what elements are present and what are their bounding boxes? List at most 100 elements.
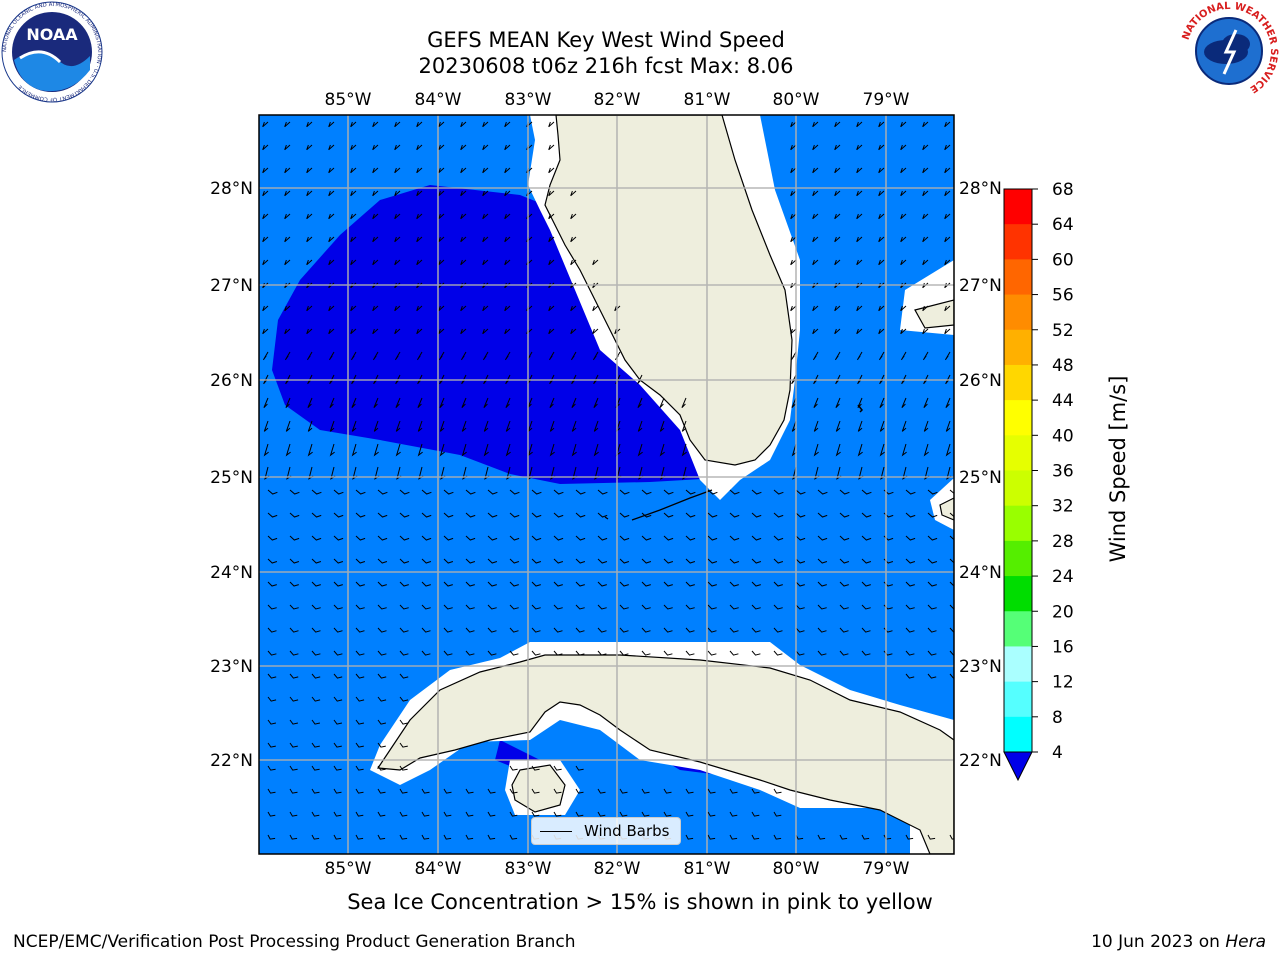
wind-barb bbox=[311, 696, 321, 702]
wind-barb bbox=[504, 144, 511, 151]
wind-barb bbox=[372, 144, 379, 151]
wind-barb bbox=[553, 765, 562, 771]
wind-barb bbox=[333, 742, 342, 748]
wind-barb bbox=[813, 443, 819, 457]
wind-barb bbox=[856, 190, 863, 197]
wind-barb bbox=[790, 121, 797, 128]
lat-label-right: 25°N bbox=[959, 468, 1002, 488]
wind-barb bbox=[923, 420, 929, 432]
map-frame bbox=[258, 114, 955, 855]
wind-barb bbox=[329, 374, 335, 385]
wind-barb bbox=[460, 236, 467, 243]
lon-label-top: 80°W bbox=[773, 90, 820, 110]
wind-barb bbox=[285, 374, 291, 385]
wind-barb bbox=[531, 581, 541, 587]
wind-barb bbox=[262, 167, 269, 174]
wind-barb bbox=[267, 627, 277, 633]
wind-barb bbox=[328, 236, 335, 243]
wind-barb bbox=[923, 374, 929, 385]
wind-barb bbox=[395, 397, 401, 409]
wind-barb bbox=[377, 834, 386, 840]
wind-barb bbox=[350, 190, 357, 197]
wind-barb bbox=[377, 788, 386, 794]
wind-barb bbox=[790, 213, 797, 220]
wind-barb bbox=[443, 535, 454, 541]
wind-barb bbox=[350, 328, 357, 335]
wind-barb bbox=[509, 765, 518, 771]
wind-barb bbox=[593, 443, 599, 457]
wind-barb bbox=[751, 834, 760, 840]
wind-barb bbox=[879, 420, 885, 432]
colorbar-tick-label: 60 bbox=[1052, 250, 1074, 270]
wind-barb bbox=[839, 604, 849, 610]
wind-barb bbox=[857, 420, 863, 432]
wind-barb bbox=[262, 121, 269, 128]
wind-barb bbox=[399, 627, 409, 633]
wind-barb bbox=[483, 374, 489, 385]
wind-barb bbox=[333, 489, 344, 495]
wind-barb bbox=[861, 535, 872, 541]
wind-barb bbox=[553, 627, 563, 633]
wind-barb bbox=[262, 190, 269, 197]
wind-barb bbox=[817, 627, 827, 633]
wind-barb bbox=[641, 788, 650, 794]
wind-barb bbox=[465, 650, 475, 656]
wind-barb bbox=[421, 489, 432, 495]
cuba-land bbox=[376, 654, 954, 854]
wind-barb bbox=[311, 834, 320, 840]
wind-barb bbox=[289, 765, 298, 771]
wind-barb bbox=[812, 167, 819, 174]
lon-label-top: 82°W bbox=[594, 90, 641, 110]
wind-barb bbox=[901, 443, 907, 457]
wind-barb bbox=[619, 535, 630, 541]
colorbar-extend-arrow bbox=[1003, 751, 1033, 782]
colorbar-segment bbox=[1004, 646, 1032, 683]
wind-barb bbox=[267, 673, 277, 679]
wind-barb bbox=[817, 834, 826, 840]
colorbar-segment bbox=[1004, 329, 1032, 366]
wind-barb bbox=[333, 673, 343, 679]
wind-barb bbox=[355, 512, 366, 518]
wind-barb bbox=[922, 259, 929, 266]
wind-barb bbox=[483, 420, 489, 432]
wind-barb bbox=[619, 558, 630, 564]
wind-barb bbox=[571, 374, 577, 385]
wind-barb bbox=[355, 627, 365, 633]
wind-barb bbox=[372, 305, 379, 312]
wind-barb bbox=[944, 328, 951, 335]
wind-barb bbox=[416, 121, 423, 128]
wind-barb bbox=[614, 328, 621, 335]
wind-barb bbox=[856, 167, 863, 174]
sea-ice-note: Sea Ice Concentration > 15% is shown in … bbox=[347, 890, 933, 914]
wind-barb bbox=[267, 581, 277, 587]
wind-barb bbox=[839, 581, 849, 587]
wind-barb bbox=[751, 604, 761, 610]
wind-barb bbox=[289, 719, 299, 725]
wind-barb bbox=[592, 305, 599, 312]
lon-label-bottom: 79°W bbox=[863, 859, 910, 879]
wind-barb bbox=[707, 627, 717, 633]
wind-barb bbox=[575, 512, 586, 518]
wind-barb bbox=[394, 259, 401, 266]
wind-barb bbox=[949, 834, 954, 840]
wind-barb bbox=[465, 581, 475, 587]
colorbar-tick-label: 48 bbox=[1052, 356, 1074, 376]
wind-barb bbox=[373, 420, 379, 432]
wind-barb bbox=[795, 489, 806, 495]
wind-barb bbox=[482, 144, 489, 151]
wind-barb bbox=[659, 443, 665, 457]
wind-barb bbox=[751, 512, 762, 518]
wind-barb bbox=[421, 650, 431, 656]
wind-barb bbox=[597, 512, 608, 518]
map-subtitle: 20230608 t06z 216h fcst Max: 8.06 bbox=[418, 54, 794, 78]
wind-barb bbox=[597, 627, 607, 633]
wind-barb bbox=[857, 397, 863, 409]
wind-barb bbox=[597, 604, 607, 610]
wind-barb bbox=[549, 420, 555, 432]
wind-barb bbox=[531, 535, 542, 541]
wind-barb bbox=[944, 167, 951, 174]
graticule bbox=[259, 115, 954, 854]
wind-barb bbox=[856, 213, 863, 220]
wind-barb bbox=[790, 144, 797, 151]
colorbar-segment bbox=[1004, 259, 1032, 296]
